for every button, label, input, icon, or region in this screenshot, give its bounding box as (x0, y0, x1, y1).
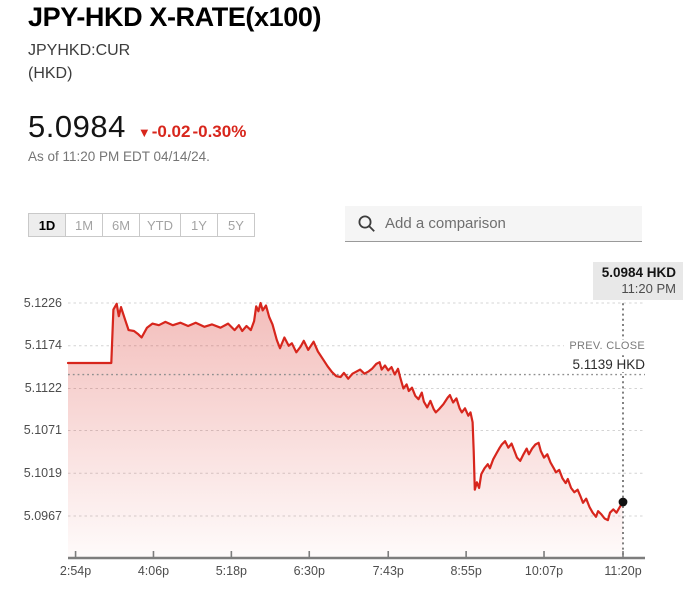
ticker-symbol: JPYHKD:CUR (28, 42, 131, 59)
y-axis-tick-label: 5.1122 (24, 381, 62, 396)
change-percent: -0.30% (192, 122, 247, 141)
x-axis-tick-label: 11:20p (604, 564, 642, 578)
comparison-search (345, 206, 642, 242)
page-title: JPY-HKD X-RATE(x100) (28, 2, 322, 32)
range-tab-bar: 1D 1M 6M YTD 1Y 5Y (28, 213, 255, 237)
x-axis-tick-label: 2:54p (59, 564, 92, 578)
price-chart[interactable]: 5.0984 HKD 11:20 PM PREV. CLOSE 5.1139 H… (0, 260, 687, 609)
x-axis-tick-label: 5:18p (215, 564, 247, 578)
change-absolute: -0.02 (151, 122, 191, 141)
last-price-label: 5.0984 HKD (601, 265, 676, 280)
prev-close-value: 5.1139 HKD (567, 357, 645, 373)
x-axis-tick-label: 4:06p (137, 564, 170, 578)
search-icon (358, 215, 375, 232)
x-axis-tick-label: 6:30p (293, 564, 325, 578)
down-arrow-icon: ▼ (137, 125, 151, 140)
last-time-label: 11:20 PM (621, 281, 676, 296)
tab-5y[interactable]: 5Y (217, 213, 255, 237)
prev-close-flag: PREV. CLOSE 5.1139 HKD (564, 336, 645, 374)
x-axis-tick-label: 7:43p (372, 564, 404, 578)
last-price: 5.0984 (28, 109, 126, 144)
prev-close-label: PREV. CLOSE (564, 340, 645, 353)
as-of-timestamp: As of 11:20 PM EDT 04/14/24. (28, 149, 210, 164)
quote-currency: (HKD) (28, 65, 73, 82)
comparison-search-input[interactable] (385, 206, 635, 240)
tab-6m[interactable]: 6M (102, 213, 140, 237)
tab-1m[interactable]: 1M (65, 213, 103, 237)
price-change: ▼-0.02 -0.30% (138, 122, 247, 142)
price-row: 5.0984 ▼-0.02 -0.30% (28, 109, 246, 145)
y-axis-tick-label: 5.0967 (23, 508, 62, 523)
tab-ytd[interactable]: YTD (139, 213, 181, 237)
y-axis-tick-label: 5.1226 (23, 295, 62, 310)
y-axis-tick-label: 5.1019 (23, 465, 62, 480)
x-axis-tick-label: 8:55p (450, 564, 482, 578)
y-axis-tick-label: 5.1174 (24, 338, 62, 353)
tab-1d[interactable]: 1D (28, 213, 66, 237)
tab-1y[interactable]: 1Y (180, 213, 218, 237)
last-price-flag: 5.0984 HKD 11:20 PM (592, 262, 683, 300)
y-axis-tick-label: 5.1071 (23, 422, 62, 437)
chart-canvas (66, 298, 645, 560)
x-axis-tick-label: 10:07p (524, 564, 564, 578)
